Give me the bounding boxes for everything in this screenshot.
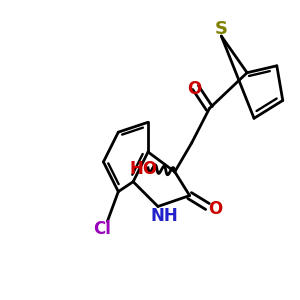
Text: O: O <box>188 80 202 98</box>
Text: S: S <box>215 20 228 38</box>
Text: Cl: Cl <box>94 220 111 238</box>
Text: O: O <box>208 200 223 218</box>
Text: HO: HO <box>129 160 157 178</box>
Text: NH: NH <box>151 207 179 225</box>
